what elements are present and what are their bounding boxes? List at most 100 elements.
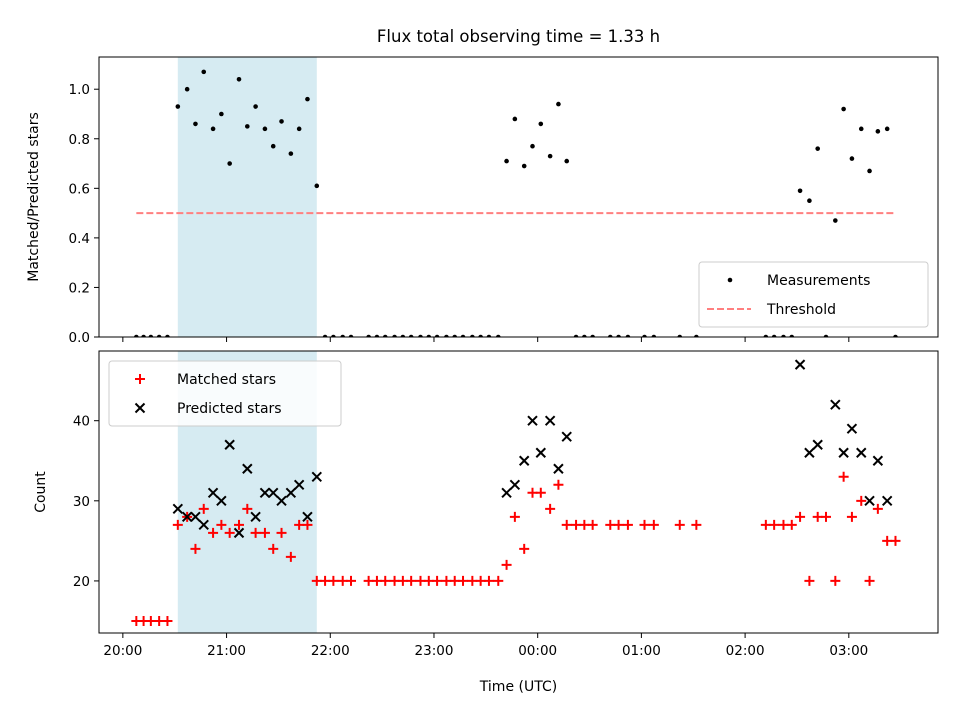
data-point — [259, 527, 270, 538]
data-point — [366, 334, 371, 337]
x-axis-label: Time (UTC) — [479, 679, 557, 695]
data-point — [270, 143, 276, 149]
data-point — [841, 106, 846, 112]
data-point — [804, 575, 815, 586]
data-point — [470, 334, 475, 337]
data-point — [201, 69, 207, 75]
data-point — [276, 495, 287, 507]
data-point — [858, 126, 864, 132]
data-point — [216, 519, 227, 530]
data-point — [691, 519, 702, 530]
data-point — [262, 126, 268, 132]
data-point — [259, 487, 271, 499]
data-point — [207, 487, 219, 499]
legend-box — [108, 360, 342, 427]
legend-entry-threshold: Threshold — [707, 302, 836, 318]
data-point — [242, 503, 253, 514]
y-tick-label: 0.8 — [69, 132, 90, 148]
data-point — [587, 519, 598, 530]
legend-entry-predicted-stars: Predicted stars — [134, 401, 282, 417]
data-layer — [134, 69, 898, 337]
data-point — [545, 503, 556, 514]
data-point — [302, 511, 313, 523]
data-point — [279, 119, 284, 124]
data-point — [763, 334, 769, 337]
data-point — [190, 511, 201, 523]
legend-plus-icon — [135, 374, 145, 384]
data-point — [434, 334, 440, 337]
data-point — [769, 519, 780, 530]
data-point — [236, 77, 242, 82]
data-point — [198, 519, 209, 531]
data-point — [233, 527, 245, 539]
data-point — [501, 487, 512, 499]
data-point — [564, 158, 570, 164]
axes-frame — [98, 56, 939, 338]
data-point — [408, 334, 414, 337]
data-point — [219, 111, 224, 117]
x-tick-label: 22:00 — [311, 643, 350, 659]
data-point — [890, 535, 901, 546]
data-point — [331, 334, 336, 337]
y-tick-label: 0.0 — [69, 330, 90, 346]
data-point — [573, 334, 579, 337]
data-point — [184, 86, 190, 92]
data-point — [392, 334, 397, 337]
data-point — [478, 334, 483, 337]
data-point — [134, 334, 139, 337]
data-point — [535, 447, 547, 458]
data-point — [216, 495, 227, 507]
data-point — [556, 101, 561, 107]
data-point — [268, 543, 279, 554]
data-point — [340, 334, 346, 337]
data-point — [812, 439, 823, 450]
data-point — [190, 543, 201, 554]
data-point — [250, 511, 261, 523]
y-axis-label: Matched/Predicted stars — [26, 112, 42, 282]
data-point — [509, 479, 521, 490]
x-tick-label: 21:00 — [207, 643, 246, 659]
data-point — [807, 198, 812, 204]
data-point — [875, 129, 881, 134]
data-point — [518, 455, 530, 466]
data-point — [867, 168, 872, 174]
data-point — [797, 188, 803, 194]
data-point — [302, 519, 313, 530]
data-point — [148, 334, 154, 337]
data-point — [314, 183, 320, 189]
data-point — [250, 527, 261, 538]
data-point — [849, 156, 855, 161]
data-point — [530, 143, 535, 149]
data-point — [856, 447, 867, 458]
data-point — [193, 121, 198, 127]
panel-ratio: 0.0 0.2 0.4 0.6 0.8 1.0 Matched/Predicted star… — [26, 56, 939, 346]
data-point — [590, 334, 595, 337]
data-point — [881, 495, 893, 507]
data-point — [833, 218, 838, 223]
data-point — [460, 334, 466, 337]
data-point — [322, 334, 328, 337]
series-predicted-stars — [172, 359, 893, 539]
data-point — [864, 575, 875, 586]
data-point — [380, 575, 391, 586]
data-point — [781, 334, 786, 337]
data-point — [346, 575, 357, 586]
data-point — [311, 471, 322, 482]
data-point — [547, 153, 553, 159]
data-point — [538, 121, 544, 127]
data-point — [382, 334, 388, 337]
legend: Matched stars Predicted stars — [108, 360, 342, 427]
data-point — [674, 519, 685, 530]
y-tick-label: 1.0 — [69, 82, 90, 98]
data-point — [771, 334, 777, 337]
data-point — [535, 487, 546, 498]
data-point — [607, 334, 613, 337]
data-point — [884, 126, 890, 132]
data-point — [677, 334, 683, 337]
data-point — [856, 495, 867, 506]
data-point — [224, 527, 235, 538]
data-point — [268, 487, 279, 499]
data-point — [495, 334, 501, 337]
x-tick-label: 03:00 — [829, 643, 868, 659]
